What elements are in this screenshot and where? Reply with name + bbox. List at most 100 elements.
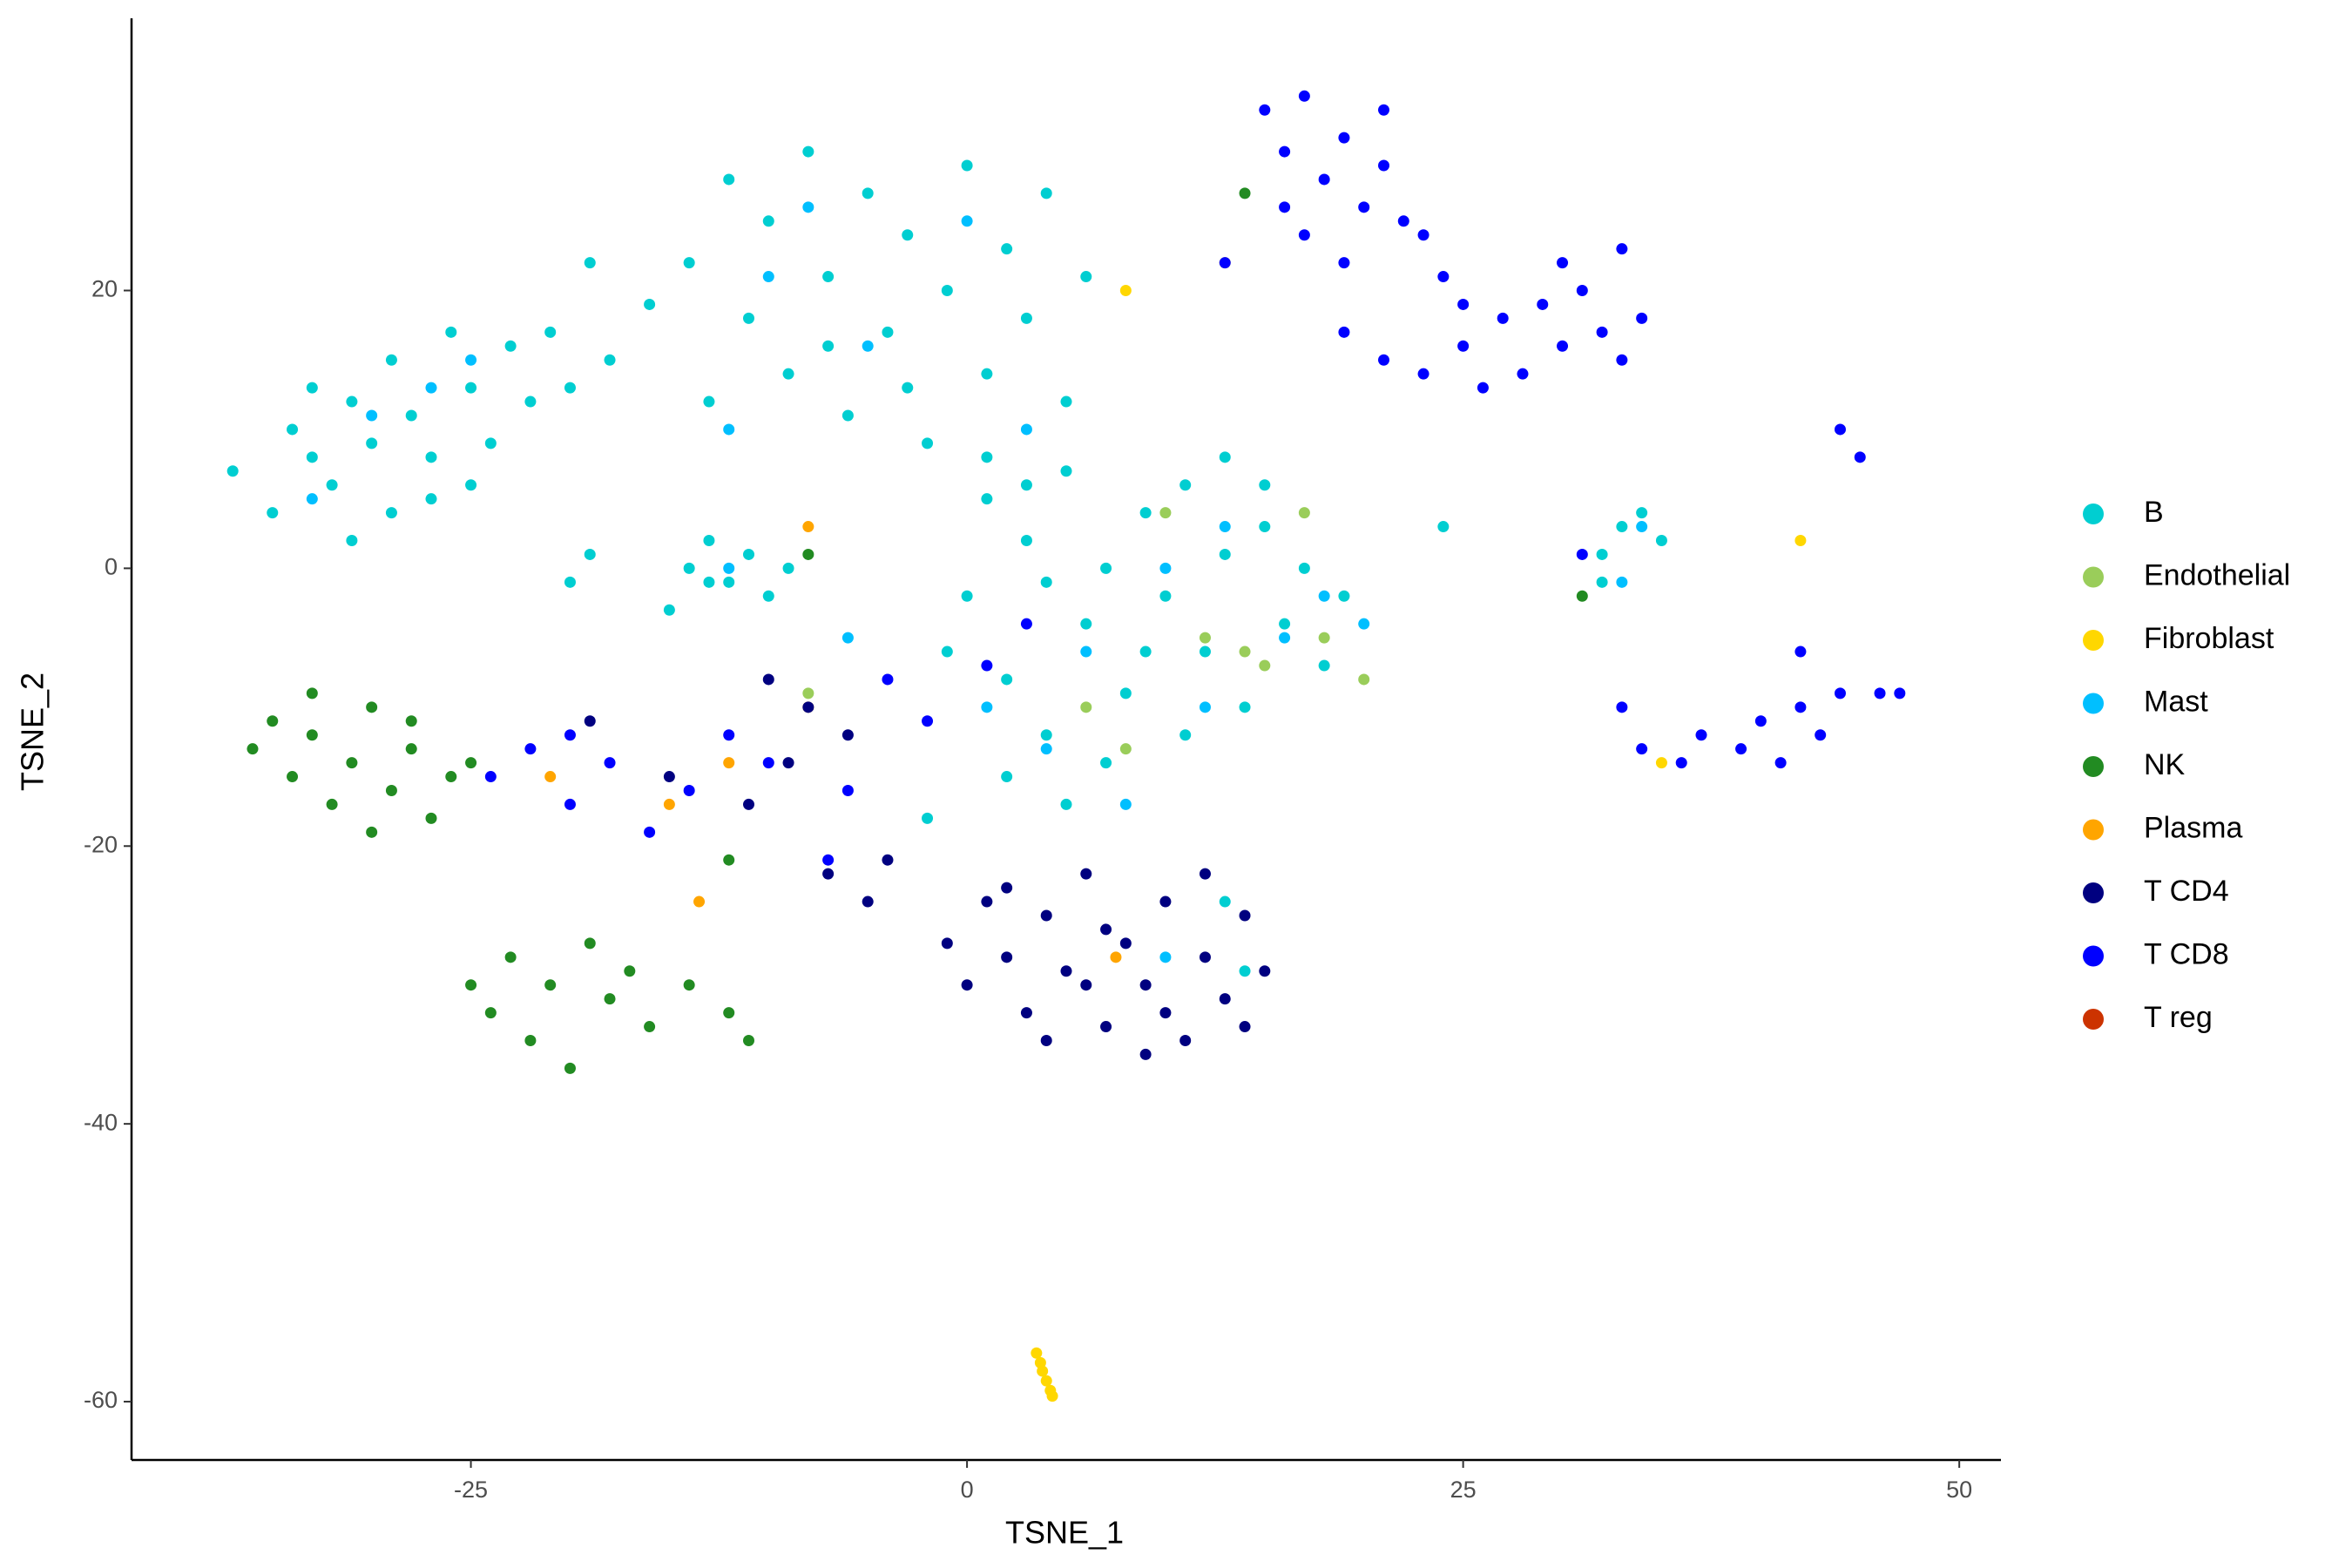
point — [1060, 465, 1072, 477]
point — [604, 993, 616, 1005]
point — [841, 409, 854, 422]
point — [1080, 701, 1092, 713]
point — [841, 632, 854, 644]
point — [1259, 104, 1271, 116]
point — [1457, 298, 1470, 310]
point — [961, 979, 973, 991]
point — [1259, 479, 1271, 491]
point — [604, 354, 616, 366]
point — [703, 534, 715, 546]
point — [1020, 1007, 1032, 1019]
point — [405, 715, 417, 727]
point — [1834, 687, 1846, 700]
point — [1020, 423, 1032, 436]
point — [366, 701, 378, 713]
legend-label: Endothelial — [2144, 558, 2290, 591]
point — [782, 368, 794, 380]
point — [822, 868, 835, 880]
point — [941, 645, 953, 658]
point — [544, 326, 557, 338]
x-tick-label: -25 — [454, 1477, 488, 1503]
point — [524, 1034, 537, 1046]
point — [1815, 729, 1827, 741]
point — [1159, 896, 1172, 908]
point — [802, 521, 814, 533]
point — [841, 784, 854, 796]
point — [1119, 798, 1132, 810]
x-tick-label: 0 — [961, 1477, 974, 1503]
points — [226, 90, 1906, 1402]
point — [683, 784, 695, 796]
point — [1894, 687, 1906, 700]
point — [1497, 312, 1509, 324]
point — [1139, 1048, 1152, 1060]
point — [1080, 645, 1092, 658]
point — [1318, 173, 1330, 186]
point — [663, 604, 675, 616]
point — [287, 771, 299, 783]
point — [1159, 1007, 1172, 1019]
legend-marker — [2083, 504, 2104, 524]
point — [1179, 729, 1192, 741]
point — [524, 395, 537, 408]
point — [524, 743, 537, 755]
point — [504, 951, 517, 963]
point — [683, 979, 695, 991]
point — [1378, 354, 1390, 366]
point — [1199, 701, 1211, 713]
point — [425, 493, 437, 505]
point — [1239, 965, 1251, 977]
point — [1199, 645, 1211, 658]
point — [306, 493, 318, 505]
point — [981, 659, 993, 672]
point — [544, 979, 557, 991]
point — [1080, 868, 1092, 880]
point — [1596, 548, 1608, 560]
point — [504, 340, 517, 352]
point — [723, 854, 735, 866]
point — [1338, 257, 1350, 269]
point — [1358, 673, 1370, 686]
point — [287, 423, 299, 436]
point — [1794, 645, 1807, 658]
point — [1636, 743, 1648, 755]
point — [1080, 618, 1092, 630]
y-tick-label: -20 — [84, 831, 118, 857]
point — [1020, 534, 1032, 546]
point — [941, 937, 953, 950]
point — [742, 548, 754, 560]
point — [1675, 757, 1687, 769]
point — [1139, 645, 1152, 658]
point — [405, 409, 417, 422]
point — [1774, 757, 1787, 769]
point — [1001, 673, 1013, 686]
point — [385, 784, 397, 796]
point — [762, 673, 774, 686]
point — [1318, 632, 1330, 644]
point — [1616, 576, 1628, 588]
point — [882, 854, 894, 866]
point — [1046, 1390, 1058, 1402]
x-axis-title: TSNE_1 — [1005, 1515, 1124, 1551]
point — [1159, 507, 1172, 519]
point — [1397, 215, 1409, 227]
point — [862, 187, 874, 199]
point — [1040, 743, 1052, 755]
point — [723, 1007, 735, 1019]
point — [1179, 479, 1192, 491]
point — [267, 507, 279, 519]
point — [1100, 757, 1112, 769]
point — [723, 173, 735, 186]
point — [683, 562, 695, 574]
point — [1655, 757, 1667, 769]
point — [1596, 576, 1608, 588]
point — [941, 285, 953, 297]
legend-marker — [2083, 566, 2104, 588]
point — [1279, 618, 1291, 630]
point — [385, 507, 397, 519]
point — [1338, 590, 1350, 602]
point — [723, 423, 735, 436]
point — [1119, 743, 1132, 755]
point — [981, 368, 993, 380]
point — [1794, 701, 1807, 713]
